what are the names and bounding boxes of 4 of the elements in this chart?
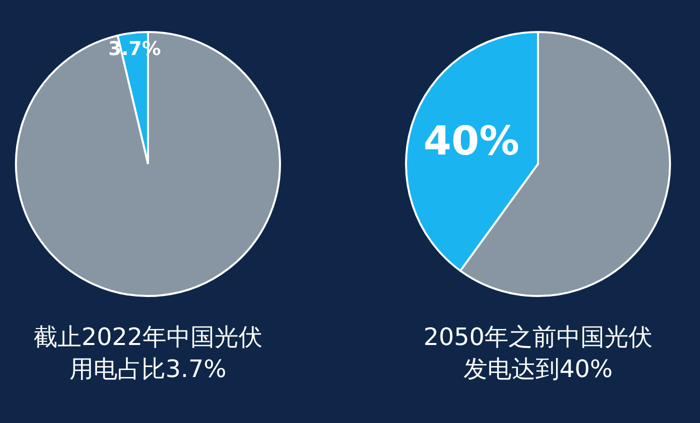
pie-slice (15, 31, 281, 297)
text: 截止2022年中国光伏用电占比3.7% (33, 323, 263, 383)
data-label: 40% (424, 118, 520, 164)
text: 2050年之前中国光伏发电达到40% (423, 323, 653, 383)
